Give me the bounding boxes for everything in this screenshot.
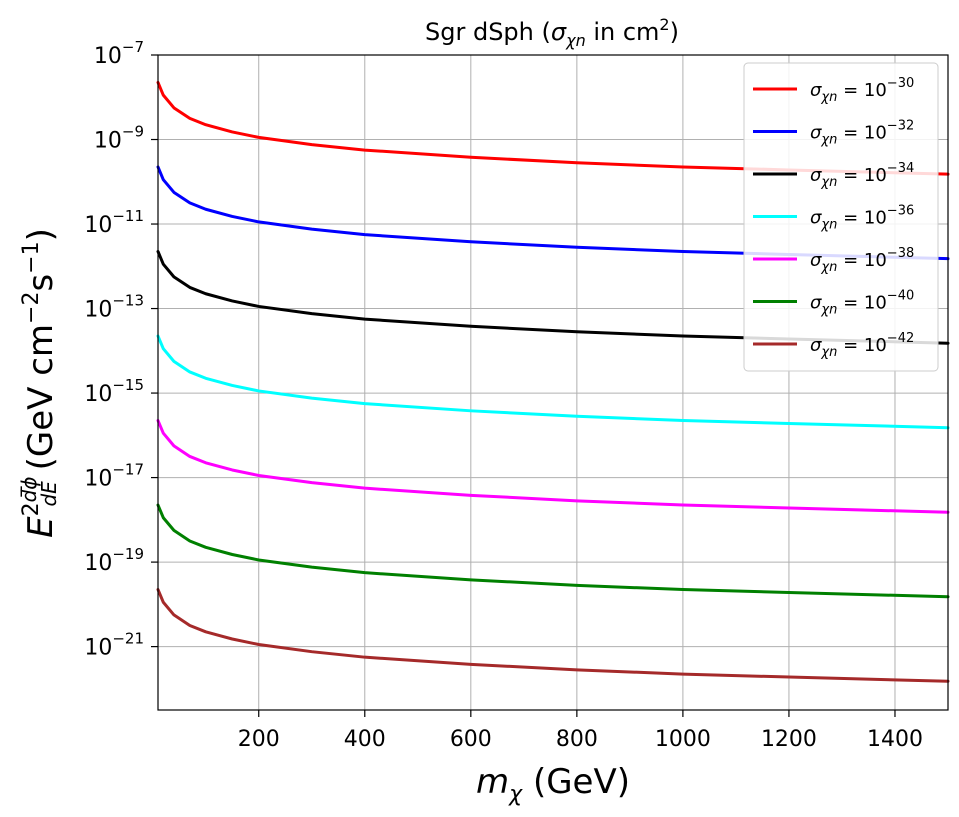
legend-label: σχn = 10−36 (810, 204, 914, 233)
y-tick-label: 10−17 (84, 461, 144, 492)
chart-title: Sgr dSph (σχn in cm2) (425, 15, 679, 50)
series-line (156, 419, 950, 514)
y-axis-label: E2dϕ‾dE (GeV cm−2s−1) (17, 228, 61, 538)
series-line (156, 80, 950, 176)
y-tick-label: 10−21 (84, 630, 144, 661)
series-lines (156, 80, 950, 683)
x-tick-label: 400 (344, 727, 386, 752)
series-line (156, 334, 950, 430)
legend: σχn = 10−30 σχn = 10−32 σχn = 10−34 σχn = 1… (743, 62, 939, 372)
legend-label: σχn = 10−32 (810, 119, 914, 148)
series-line (156, 588, 950, 683)
y-tick-label: 10−11 (84, 207, 144, 238)
x-axis-label: mχ (GeV) (476, 762, 630, 807)
x-tick-label: 1200 (761, 727, 817, 752)
x-tick-label: 600 (450, 727, 492, 752)
legend-label: σχn = 10−30 (810, 76, 914, 105)
legend-label: σχn = 10−38 (810, 246, 914, 275)
svg-text:E2dϕ‾dE (GeV cm−2s−1): E2dϕ‾dE (GeV cm−2s−1) (17, 228, 61, 538)
y-tick-label: 10−13 (84, 292, 144, 323)
legend-label: σχn = 10−40 (810, 289, 914, 318)
y-axis-ticks: 10−7 10−9 10−11 10−13 10−15 10−17 10−19 10−21 (84, 38, 158, 661)
legend-box (743, 62, 939, 372)
y-tick-label: 10−9 (94, 123, 144, 154)
plot-frame (157, 54, 949, 711)
x-axis-ticks: 200 400 600 800 1000 1200 1400 (238, 710, 923, 752)
series-line (156, 165, 950, 261)
series-line (156, 250, 950, 345)
x-tick-label: 1400 (867, 727, 923, 752)
y-tick-label: 10−7 (94, 38, 144, 69)
y-tick-label: 10−15 (84, 376, 144, 407)
y-tick-label: 10−19 (84, 545, 144, 576)
x-tick-label: 200 (238, 727, 280, 752)
legend-label: σχn = 10−42 (810, 331, 914, 360)
legend-label: σχn = 10−34 (810, 161, 914, 190)
x-tick-label: 800 (556, 727, 598, 752)
x-tick-label: 1000 (655, 727, 711, 752)
series-line (156, 503, 950, 599)
